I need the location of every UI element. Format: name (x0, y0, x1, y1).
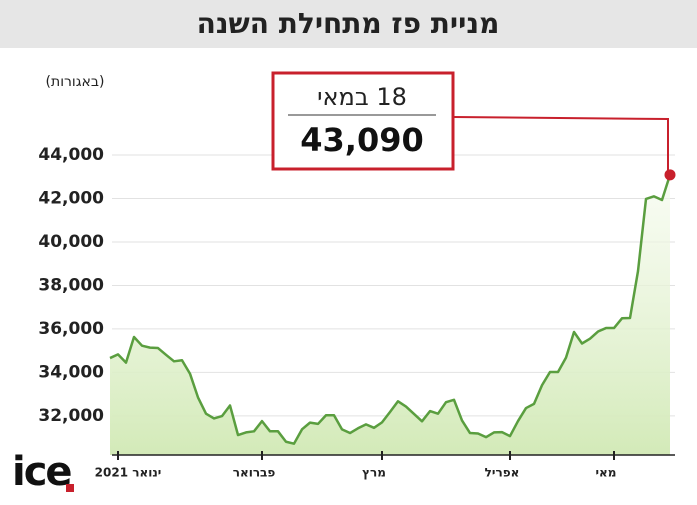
x-tick-label: ינואר 2021 (95, 466, 162, 480)
last-point (664, 169, 676, 181)
x-tick-label: מרץ (362, 466, 386, 480)
callout-box (271, 71, 455, 171)
x-tick-label: פברואר (233, 466, 276, 480)
line (109, 174, 672, 445)
y-tick-label: 32,000 (38, 406, 104, 426)
y-tick-label: 34,000 (38, 362, 104, 382)
callout-value: 43,090 (300, 121, 423, 159)
unit-label: (באגורות) (46, 74, 105, 90)
logo-dot (66, 484, 74, 492)
y-tick-label: 40,000 (38, 232, 104, 252)
callout-date: 18 במאי (317, 83, 407, 111)
area (110, 174, 670, 455)
x-tick-label: מאי (596, 466, 617, 480)
x-tick-label: אפריל (485, 466, 520, 480)
logo: ice (12, 449, 71, 495)
y-tick-label: 44,000 (38, 145, 104, 165)
callout-connector (452, 116, 669, 175)
chart-title: מניית פז מתחילת השנה (197, 7, 500, 40)
y-tick-label: 38,000 (38, 275, 104, 295)
y-tick-label: 36,000 (38, 319, 104, 339)
y-tick-label: 42,000 (38, 189, 104, 209)
title-bar (0, 0, 697, 48)
